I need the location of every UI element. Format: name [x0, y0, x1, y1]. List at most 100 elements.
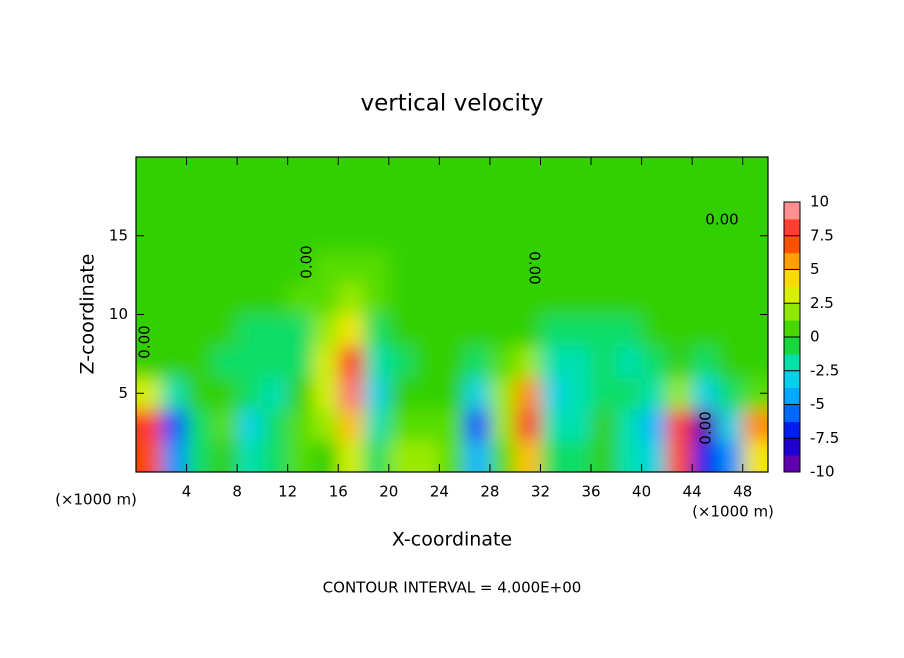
colorbar-band: [784, 235, 800, 254]
field-cell: [186, 314, 213, 347]
field-cell: [338, 188, 365, 221]
field-cell: [161, 314, 188, 347]
field-cell: [717, 346, 744, 378]
field-cell: [464, 220, 491, 252]
field-cell: [616, 188, 643, 221]
field-cell: [439, 251, 466, 284]
field-cell: [161, 188, 188, 221]
field-cell: [489, 409, 516, 441]
colorbar-tick-label: 10: [810, 193, 829, 211]
field-cell: [312, 314, 339, 347]
field-cell: [641, 409, 668, 441]
field-cell: [692, 346, 718, 378]
colorbar-band: [784, 218, 800, 237]
colorbar-tick-label: -5: [810, 395, 825, 413]
field-cell: [515, 440, 541, 472]
field-cell: [237, 409, 263, 441]
field-cell: [161, 377, 188, 410]
field-cell: [312, 157, 339, 189]
field-cell: [641, 314, 668, 347]
field-cell: [388, 220, 415, 252]
field-cell: [287, 188, 314, 221]
field-cell: [136, 440, 162, 472]
field-cell: [262, 409, 289, 441]
field-cell: [439, 440, 466, 472]
field-cell: [591, 346, 617, 378]
field-cell: [287, 409, 314, 441]
field-cell: [464, 346, 491, 378]
field-cell: [692, 251, 718, 284]
field-cell: [464, 314, 491, 347]
field-cell: [666, 251, 693, 284]
field-cell: [363, 377, 390, 410]
field-cell: [742, 157, 768, 189]
field-cell: [312, 188, 339, 221]
field-cell: [666, 440, 693, 472]
colorbar-band: [784, 421, 800, 439]
colorbar-tick-label: -7.5: [810, 429, 839, 447]
colorbar-band: [784, 387, 800, 405]
field-cell: [439, 409, 466, 441]
field-cell: [515, 346, 541, 378]
field-cell: [540, 251, 567, 284]
colorbar-tick-label: -2.5: [810, 361, 839, 379]
field-cell: [414, 314, 440, 347]
contour-label: 0.00: [526, 251, 544, 284]
field-cell: [439, 188, 466, 221]
x-tick-label: 28: [480, 483, 499, 501]
field-cell: [616, 251, 643, 284]
field-cell: [161, 251, 188, 284]
field-cell: [464, 188, 491, 221]
field-cell: [363, 346, 390, 378]
field-cell: [591, 440, 617, 472]
field-cell: [287, 314, 314, 347]
field-cell: [666, 409, 693, 441]
field-cell: [388, 409, 415, 441]
field-cell: [388, 188, 415, 221]
field-cell: [717, 220, 744, 252]
field-cell: [312, 440, 339, 472]
field-cell: [388, 440, 415, 472]
field-cell: [464, 157, 491, 189]
field-cell: [742, 251, 768, 284]
field-cell: [363, 409, 390, 441]
x-tick-label: 24: [430, 483, 449, 501]
colorbar-band: [784, 337, 800, 355]
field-cell: [489, 314, 516, 347]
field-cell: [287, 377, 314, 410]
x-tick-label: 32: [531, 483, 550, 501]
field-cell: [363, 283, 390, 315]
field-cell: [211, 188, 238, 221]
field-cell: [287, 220, 314, 252]
field-cell: [489, 377, 516, 410]
x-tick-label: 12: [278, 483, 297, 501]
field-cell: [717, 409, 744, 441]
field-cell: [388, 314, 415, 347]
field-cell: [515, 314, 541, 347]
x-tick-label: 8: [232, 483, 242, 501]
field-cell: [211, 283, 238, 315]
field-cell: [414, 251, 440, 284]
plot-frame: [135, 156, 769, 473]
field-cell: [414, 188, 440, 221]
field-cell: [641, 283, 668, 315]
field-cell: [186, 220, 213, 252]
field-cell: [540, 188, 567, 221]
field-cell: [742, 409, 768, 441]
field-cell: [388, 157, 415, 189]
field-cell: [363, 157, 390, 189]
field-cell: [616, 346, 643, 378]
field-cell: [717, 157, 744, 189]
field-cell: [312, 409, 339, 441]
field-cell: [616, 314, 643, 347]
field-cell: [692, 188, 718, 221]
field-cell: [565, 314, 592, 347]
field-cell: [414, 220, 440, 252]
field-cell: [565, 409, 592, 441]
field-cell: [616, 220, 643, 252]
field-cell: [338, 251, 365, 284]
field-cell: [717, 440, 744, 472]
field-cell: [565, 188, 592, 221]
contour-label: 0.00: [705, 211, 738, 229]
field-cell: [287, 346, 314, 378]
